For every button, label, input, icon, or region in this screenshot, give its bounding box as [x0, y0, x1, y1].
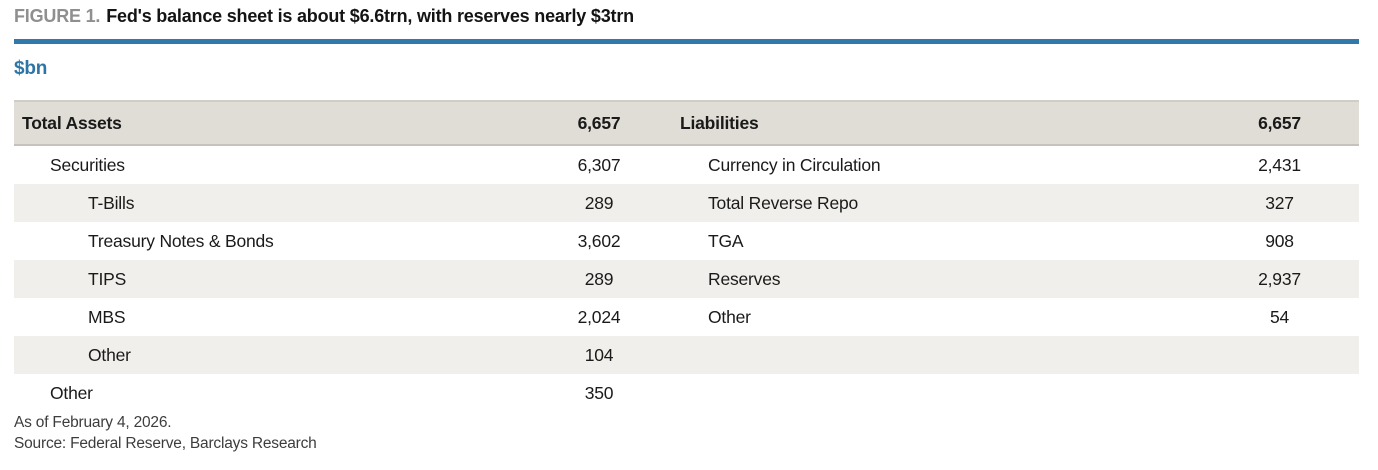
table-row: Other 350 [14, 374, 1359, 412]
liability-item-label: TGA [708, 230, 744, 251]
liability-item-label: Currency in Circulation [708, 154, 881, 175]
assets-header-label: Total Assets [22, 112, 122, 133]
table-body: Securities 6,307 Currency in Circulation 2,… [14, 146, 1359, 412]
liability-item-value: 908 [1265, 230, 1294, 251]
figure-title: FIGURE 1. Fed's balance sheet is about $6… [14, 6, 1359, 27]
footnotes: As of February 4, 2026. Source: Federal … [14, 412, 317, 454]
table-row: MBS 2,024 Other 54 [14, 298, 1359, 336]
balance-sheet-table: Total Assets 6,657 Liabilities 6,657 Sec… [14, 100, 1359, 412]
figure-title-text: Fed's balance sheet is about $6.6trn, wi… [106, 6, 634, 26]
asset-item-label: TIPS [88, 268, 127, 289]
asset-item-value: 3,602 [577, 230, 621, 251]
table-header-row: Total Assets 6,657 Liabilities 6,657 [14, 100, 1359, 146]
asset-item-value: 350 [584, 382, 614, 403]
asset-item-value: 289 [584, 192, 614, 213]
table-row: Other 104 [14, 336, 1359, 374]
asset-item-label: MBS [88, 306, 126, 327]
table-row: TIPS 289 Reserves 2,937 [14, 260, 1359, 298]
asset-item-label: T-Bills [88, 192, 135, 213]
asset-item-value: 6,307 [577, 154, 621, 175]
liability-item-label: Reserves [708, 268, 781, 289]
asset-item-label: Other [88, 344, 131, 365]
liability-item-label: Other [708, 306, 751, 327]
asset-item-value: 289 [584, 268, 614, 289]
liability-item-value: 54 [1269, 306, 1290, 327]
figure-number-label: FIGURE 1. [14, 6, 101, 26]
table-row: T-Bills 289 Total Reverse Repo 327 [14, 184, 1359, 222]
assets-header-value: 6,657 [577, 112, 621, 133]
liabilities-header-label: Liabilities [680, 112, 759, 133]
table-row: Securities 6,307 Currency in Circulation 2,… [14, 146, 1359, 184]
asset-item-label: Other [50, 382, 93, 403]
liability-item-value: 2,431 [1258, 154, 1301, 175]
table-row: Treasury Notes & Bonds 3,602 TGA 908 [14, 222, 1359, 260]
asset-item-value: 2,024 [577, 306, 621, 327]
liability-item-value: 327 [1265, 192, 1294, 213]
title-divider-rule [14, 39, 1359, 44]
liability-item-value: 2,937 [1258, 268, 1301, 289]
units-label: $bn [14, 58, 48, 79]
source-note: Source: Federal Reserve, Barclays Resear… [14, 435, 317, 452]
liabilities-header-value: 6,657 [1258, 112, 1301, 133]
asset-item-label: Treasury Notes & Bonds [88, 230, 274, 251]
liability-item-label: Total Reverse Repo [708, 192, 859, 213]
as-of-date-note: As of February 4, 2026. [14, 414, 172, 431]
asset-item-label: Securities [50, 154, 125, 175]
asset-item-value: 104 [584, 344, 614, 365]
